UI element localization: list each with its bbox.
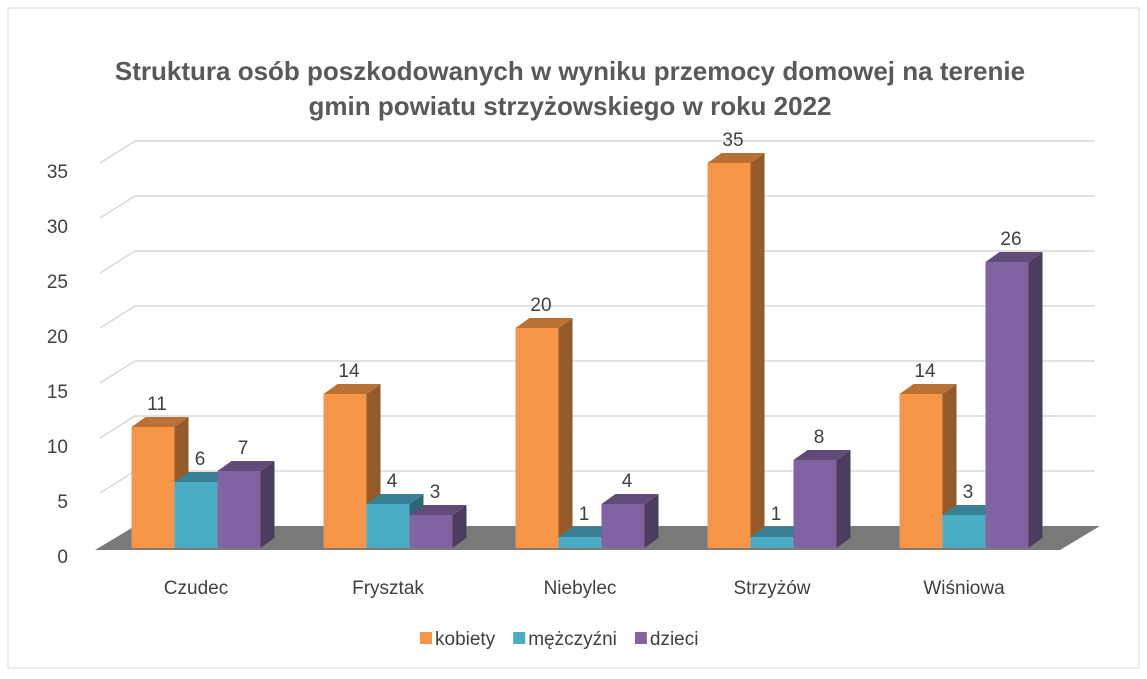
grid-line — [99, 140, 1095, 164]
data-label: 7 — [238, 438, 249, 459]
legend-swatch — [634, 632, 647, 644]
bar-top — [515, 318, 573, 328]
x-tick-label: Czudec — [164, 578, 228, 599]
bar-top — [750, 527, 808, 537]
y-tick-label: 5 — [57, 492, 68, 513]
bar-top — [707, 153, 765, 163]
data-label: 14 — [338, 361, 360, 382]
data-label: 8 — [814, 427, 825, 448]
data-label: 26 — [1000, 229, 1021, 250]
bar-side — [558, 318, 573, 548]
x-tick-label: Frysztak — [352, 578, 424, 599]
legend-swatch — [513, 632, 526, 644]
data-label: 14 — [914, 361, 936, 382]
bar-top — [558, 527, 616, 537]
bar-side — [942, 384, 957, 548]
bar-top — [985, 252, 1043, 262]
legend-label: kobiety — [435, 629, 496, 650]
data-label: 1 — [771, 504, 782, 525]
bar — [750, 537, 794, 548]
bar-top — [174, 472, 232, 482]
chart-border — [7, 7, 1140, 669]
bar-top — [942, 505, 1000, 515]
data-label: 6 — [195, 449, 206, 470]
bar-side — [836, 450, 851, 548]
y-tick-label: 15 — [47, 382, 68, 403]
bar-top — [409, 505, 467, 515]
bar — [899, 394, 943, 548]
bar-side — [644, 494, 659, 548]
bar-top — [131, 417, 189, 427]
y-tick-label: 25 — [47, 272, 68, 293]
bar — [942, 515, 986, 548]
data-label: 20 — [530, 295, 551, 316]
grid-line — [99, 305, 1095, 329]
bar-side — [1028, 252, 1043, 548]
bar-top — [366, 494, 424, 504]
bar — [217, 471, 261, 548]
bar — [515, 328, 559, 548]
x-tick-label: Wiśniowa — [923, 578, 1005, 599]
y-tick-label: 35 — [47, 162, 68, 183]
bar — [366, 504, 410, 548]
bar — [131, 427, 175, 548]
data-label: 35 — [722, 130, 743, 151]
data-label: 3 — [963, 482, 974, 503]
x-tick-label: Strzyżów — [733, 578, 810, 599]
grid-line — [99, 195, 1095, 219]
legend-label: mężczyźni — [528, 629, 617, 650]
bar — [601, 504, 645, 548]
grid-line — [99, 415, 1095, 439]
grid-line — [99, 250, 1095, 274]
bar — [323, 394, 367, 548]
y-tick-label: 10 — [47, 437, 68, 458]
legend-label: dzieci — [650, 629, 699, 650]
data-label: 11 — [147, 394, 167, 415]
bar — [409, 515, 453, 548]
grid-line — [99, 360, 1095, 384]
bar-side — [452, 505, 467, 548]
bar-side — [260, 461, 275, 548]
bar-top — [323, 384, 381, 394]
bar-top — [793, 450, 851, 460]
x-tick-label: Niebylec — [544, 578, 617, 599]
bar — [793, 460, 837, 548]
bar-top — [899, 384, 957, 394]
y-tick-label: 30 — [47, 217, 68, 238]
data-label: 4 — [387, 471, 398, 492]
chart-title: Struktura osób poszkodowanych w wyniku p… — [115, 56, 1025, 121]
bar — [174, 482, 218, 548]
bar-top — [601, 494, 659, 504]
bar — [707, 163, 751, 548]
data-label: 4 — [622, 471, 633, 492]
data-label: 3 — [430, 482, 441, 503]
legend-swatch — [420, 632, 432, 644]
bar-side — [750, 153, 765, 548]
bar — [985, 262, 1029, 548]
bar — [558, 537, 602, 548]
bar-top — [217, 461, 275, 471]
y-tick-label: 20 — [47, 327, 68, 348]
y-tick-label: 0 — [57, 547, 68, 568]
data-label: 1 — [579, 504, 590, 525]
